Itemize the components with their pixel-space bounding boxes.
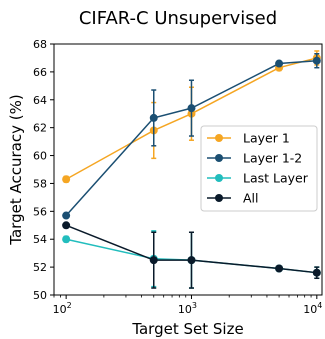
x-tick-base: 10: [53, 303, 67, 316]
data-point: [62, 221, 71, 230]
data-point: [187, 256, 196, 265]
x-axis-label: Target Set Size: [131, 320, 243, 338]
data-point: [149, 256, 158, 265]
plot-frame: [53, 43, 323, 296]
x-tick-exponent: 2: [67, 301, 72, 310]
y-tick-label: 52: [33, 261, 47, 274]
data-point: [62, 235, 71, 244]
legend-swatch-marker: [215, 154, 223, 162]
x-tick-label: 102: [53, 301, 72, 316]
x-tick-exponent: 4: [317, 301, 322, 310]
x-tick-label: 103: [178, 301, 197, 316]
chart-title: CIFAR-C Unsupervised: [79, 8, 277, 29]
data-point: [149, 113, 158, 122]
y-tick-label: 54: [33, 233, 47, 246]
data-point: [312, 56, 321, 65]
x-tick-base: 10: [178, 303, 192, 316]
data-point: [275, 59, 284, 68]
data-point: [187, 104, 196, 113]
y-tick-label: 50: [33, 289, 47, 302]
data-point: [275, 264, 284, 273]
data-point: [312, 268, 321, 277]
legend-swatch-marker: [215, 174, 223, 182]
y-tick-label: 58: [33, 177, 47, 190]
y-tick-label: 56: [33, 205, 47, 218]
legend-swatch-marker: [215, 194, 223, 202]
legend-label: Layer 1: [243, 131, 290, 146]
y-tick-label: 64: [33, 94, 47, 107]
y-tick-label: 60: [33, 150, 47, 163]
y-tick-label: 68: [33, 38, 47, 51]
legend-label: Last Layer: [243, 171, 309, 186]
data-point: [62, 211, 71, 220]
series-layer-1-2: [62, 53, 321, 220]
y-tick-label: 66: [33, 66, 47, 79]
x-tick-label: 104: [303, 301, 322, 316]
legend-swatch-marker: [215, 134, 223, 142]
x-tick-exponent: 3: [192, 301, 197, 310]
x-tick-base: 10: [303, 303, 317, 316]
y-axis-label: Target Accuracy (%): [7, 94, 25, 245]
legend-box: [200, 125, 318, 212]
legend-label: All: [243, 191, 259, 206]
y-tick-label: 62: [33, 122, 47, 135]
data-point: [62, 175, 71, 184]
legend-label: Layer 1-2: [243, 151, 302, 166]
series-layer: [62, 50, 321, 289]
series-all: [62, 221, 321, 289]
legend: Layer 1 Layer 1-2 Last Layer All: [200, 125, 318, 212]
